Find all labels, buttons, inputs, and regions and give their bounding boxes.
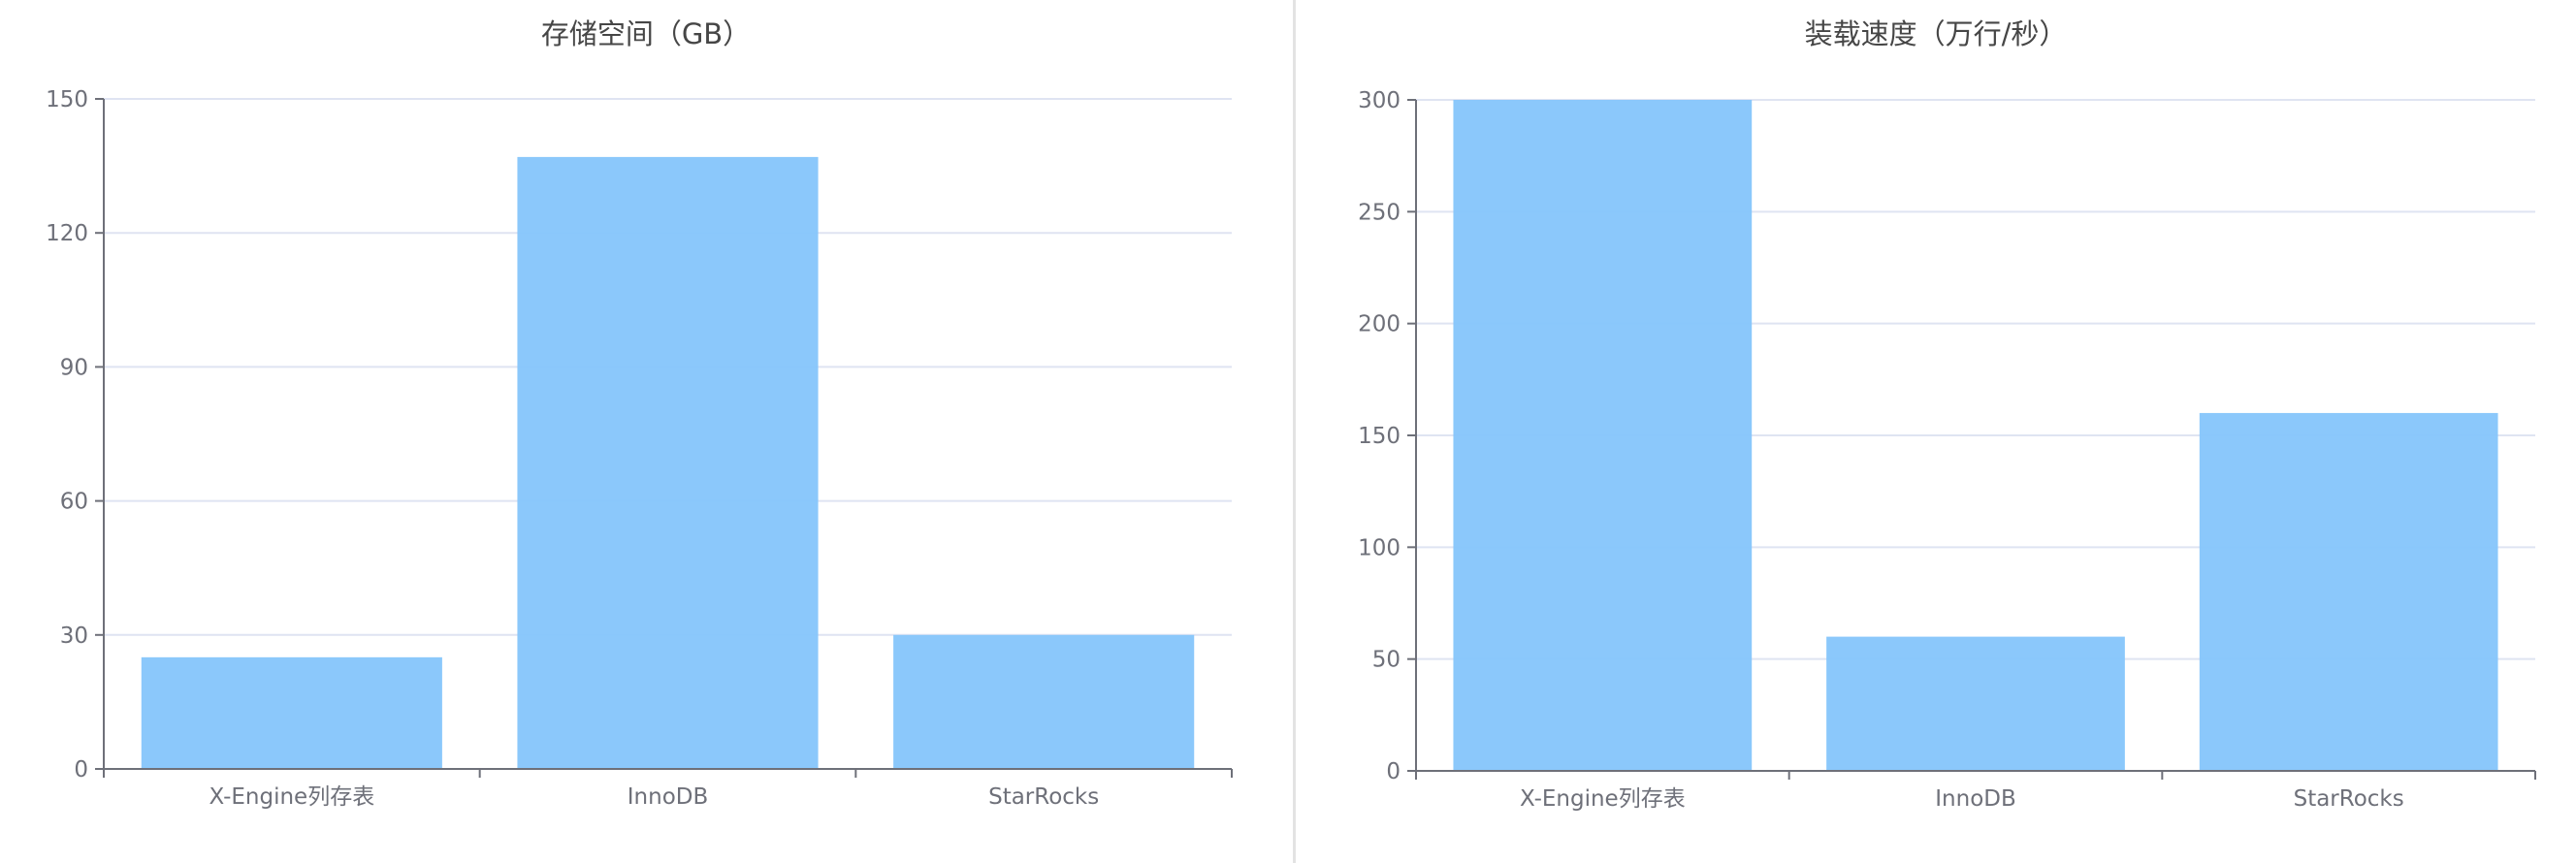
y-tick-label: 120 — [46, 221, 88, 246]
bar-1 — [1826, 636, 2125, 771]
load-speed-chart: 装载速度（万行/秒） 0 50 100 150 200 250 300 X-Engine列存表 I… — [1358, 17, 2536, 812]
load-speed-chart-panel: 装载速度（万行/秒） 0 50 100 150 200 250 300 X-Engine列存表 I… — [1296, 0, 2576, 863]
y-tick-label: 30 — [60, 623, 88, 649]
y-tick-label: 150 — [1358, 424, 1401, 449]
y-tick-label: 200 — [1358, 312, 1401, 337]
x-tick-label: InnoDB — [1935, 786, 2016, 812]
bar-2 — [893, 634, 1195, 769]
y-tick-label: 0 — [74, 757, 88, 783]
y-tick-label: 90 — [60, 355, 88, 380]
y-tick-label: 50 — [1372, 648, 1401, 673]
chart-title: 存储空间（GB） — [541, 17, 751, 50]
bar-0 — [141, 656, 442, 769]
y-tick-label: 60 — [60, 490, 88, 515]
y-tick-label: 250 — [1358, 200, 1401, 225]
y-tick-label: 300 — [1358, 88, 1401, 113]
storage-chart: 存储空间（GB） 0 30 60 90 120 150 X-Engine列存表 InnoDB St… — [46, 17, 1233, 810]
x-tick-label: X-Engine列存表 — [1520, 786, 1686, 812]
x-tick-label: X-Engine列存表 — [209, 784, 374, 810]
x-tick-label: InnoDB — [628, 784, 709, 810]
y-tick-label: 0 — [1386, 759, 1401, 784]
x-tick-label: StarRocks — [988, 784, 1099, 810]
x-tick-label: StarRocks — [2294, 786, 2404, 812]
bar-1 — [517, 156, 819, 770]
panel-divider — [1293, 0, 1296, 863]
y-tick-label: 100 — [1358, 535, 1401, 560]
y-tick-label: 150 — [46, 87, 88, 112]
bar-2 — [2199, 412, 2498, 771]
storage-chart-panel: 存储空间（GB） 0 30 60 90 120 150 X-Engine列存表 InnoDB St… — [46, 17, 1233, 810]
chart-title: 装载速度（万行/秒） — [1805, 17, 2068, 50]
bar-0 — [1453, 100, 1753, 771]
